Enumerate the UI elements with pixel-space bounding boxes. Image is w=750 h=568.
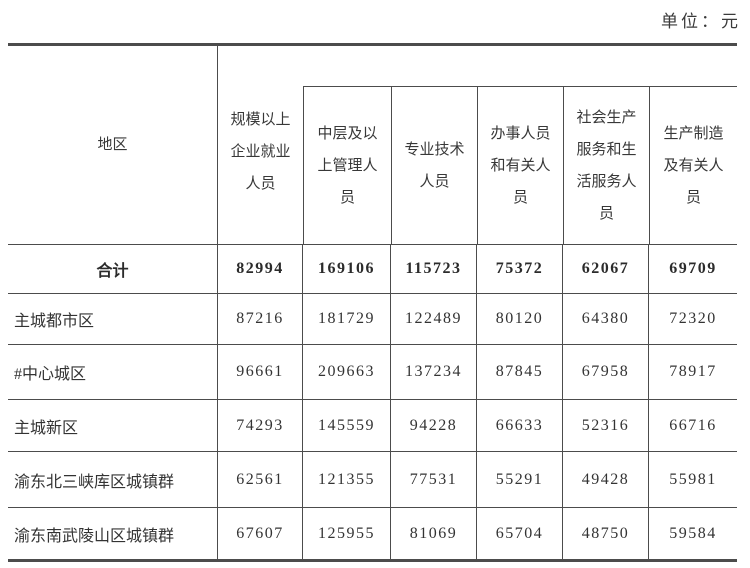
row-label: 渝东北三峡库区城镇群	[8, 451, 218, 507]
header-cell-overall-employees: 规模以上 企业就业 人员	[230, 112, 291, 192]
value-cell: 181729	[303, 293, 391, 344]
value-cell: 59584	[649, 507, 737, 559]
value-cell: 65704	[477, 507, 563, 559]
value-cell: 77531	[391, 451, 477, 507]
value-cell: 48750	[563, 507, 649, 559]
value-cell: 145559	[303, 399, 391, 451]
value-cell: 67607	[218, 507, 303, 559]
header-cell-region: 地区	[8, 46, 218, 244]
value-cell: 87216	[218, 293, 303, 344]
unit-label: 单位：元	[661, 12, 741, 31]
value-cell: 72320	[649, 293, 737, 344]
value-cell: 94228	[391, 399, 477, 451]
value-cell: 62067	[563, 244, 649, 293]
value-cell: 125955	[303, 507, 391, 559]
value-cell: 64380	[563, 293, 649, 344]
header-cell-clerical-staff: 办事人员 和有关人 员	[477, 86, 563, 244]
wage-statistics-table: 地区 规模以上 企业就业 人员 中层及以 上管理人 员 专业技术 人员 办事人员…	[8, 43, 737, 562]
value-cell: 62561	[218, 451, 303, 507]
header-cell-production-workers: 生产制造 及有关人 员	[649, 86, 737, 244]
value-cell: 81069	[391, 507, 477, 559]
value-cell: 121355	[303, 451, 391, 507]
value-cell: 87845	[477, 344, 563, 399]
value-cell: 52316	[563, 399, 649, 451]
row-label: 主城新区	[8, 399, 218, 451]
value-cell: 66633	[477, 399, 563, 451]
value-cell: 209663	[303, 344, 391, 399]
value-cell: 96661	[218, 344, 303, 399]
row-label: #中心城区	[8, 344, 218, 399]
value-cell: 75372	[477, 244, 563, 293]
value-cell: 55981	[649, 451, 737, 507]
header-spacer	[303, 46, 737, 86]
value-cell: 55291	[477, 451, 563, 507]
header-cell-service-workers: 社会生产 服务和生 活服务人 员	[563, 86, 649, 244]
header-cell-professional-technical: 专业技术 人员	[391, 86, 477, 244]
row-label-total: 合计	[8, 244, 218, 293]
row-label: 主城都市区	[8, 293, 218, 344]
value-cell: 67958	[563, 344, 649, 399]
row-label: 渝东南武陵山区城镇群	[8, 507, 218, 559]
value-cell: 122489	[391, 293, 477, 344]
value-cell: 82994	[218, 244, 303, 293]
value-cell: 69709	[649, 244, 737, 293]
header-cell-managers: 中层及以 上管理人 员	[303, 86, 391, 244]
value-cell: 49428	[563, 451, 649, 507]
value-cell: 137234	[391, 344, 477, 399]
value-cell: 78917	[649, 344, 737, 399]
value-cell: 115723	[391, 244, 477, 293]
value-cell: 80120	[477, 293, 563, 344]
value-cell: 169106	[303, 244, 391, 293]
value-cell: 74293	[218, 399, 303, 451]
value-cell: 66716	[649, 399, 737, 451]
